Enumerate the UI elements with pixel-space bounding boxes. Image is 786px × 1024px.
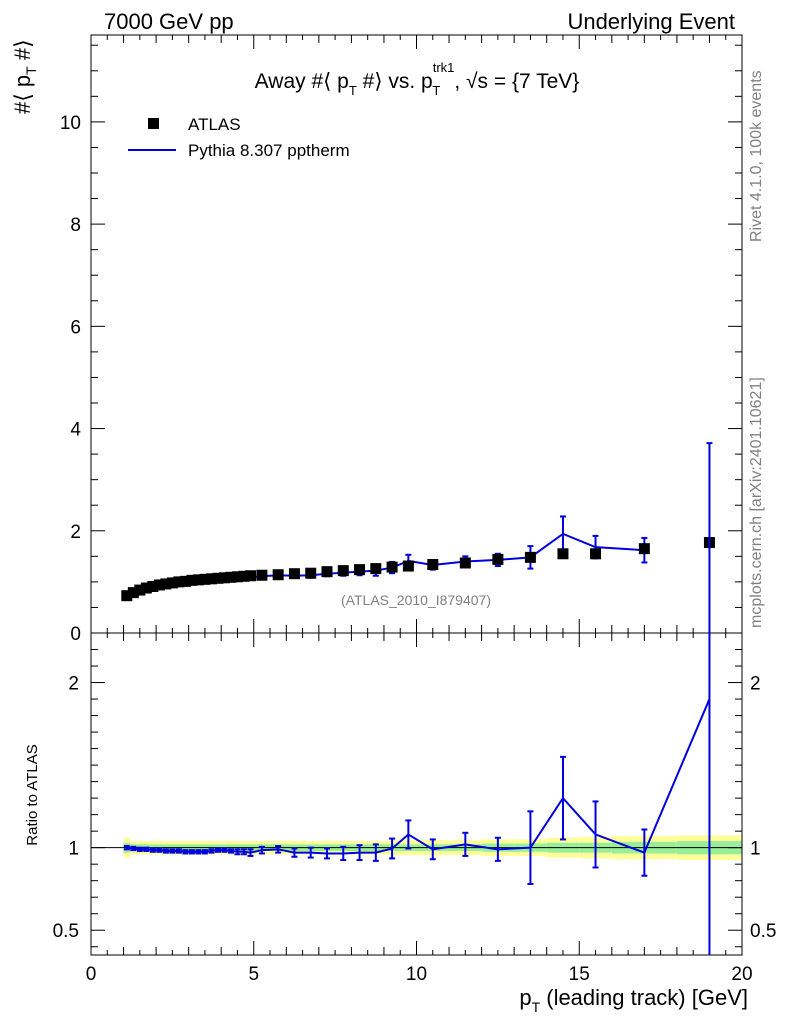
atlas-marker bbox=[160, 578, 172, 590]
x-tick-label: 15 bbox=[569, 964, 590, 985]
atlas-marker bbox=[147, 580, 159, 592]
atlas-marker bbox=[638, 543, 650, 555]
atlas-marker bbox=[166, 577, 178, 589]
atlas-marker bbox=[121, 590, 133, 602]
ratio-y-tick-label: 0.5 bbox=[750, 921, 776, 942]
pythia-line bbox=[126, 532, 645, 597]
atlas-marker bbox=[256, 569, 268, 581]
atlas-marker bbox=[402, 560, 414, 572]
atlas-marker bbox=[238, 570, 250, 582]
atlas-marker bbox=[427, 559, 439, 571]
x-tick-label: 5 bbox=[248, 964, 259, 985]
ratio-axis-ticks bbox=[90, 632, 743, 955]
legend-label-atlas: ATLAS bbox=[188, 115, 241, 134]
atlas-marker bbox=[386, 561, 398, 573]
x-tick-label: 10 bbox=[406, 964, 427, 985]
atlas-marker bbox=[305, 567, 317, 579]
main-panel: 0 2 4 6 8 10 Away #⟨ pT #⟩ vs. ptrk1 T, √s = {… bbox=[60, 34, 743, 645]
header-energy: 7000 GeV pp bbox=[104, 9, 234, 34]
atlas-marker bbox=[557, 548, 569, 560]
ratio-panel: 0.512 0.512 0 5 10 15 20 Ratio to ATLAS bbox=[24, 442, 776, 985]
ratio-line bbox=[126, 698, 711, 855]
rivet-label: Rivet 4.1.0, 100k events bbox=[748, 70, 765, 242]
ratio-y-tick-labels-left: 0.5 1 2 bbox=[53, 674, 79, 943]
y-tick-label: 8 bbox=[70, 215, 81, 236]
ratio-plot-frame bbox=[90, 632, 743, 956]
ratio-y-tick-label: 1 bbox=[750, 839, 761, 860]
atlas-marker bbox=[370, 563, 382, 575]
ratio-error-bars bbox=[123, 442, 713, 955]
legend-marker-atlas bbox=[148, 118, 159, 129]
atlas-marker bbox=[173, 576, 185, 588]
atlas-marker bbox=[590, 548, 602, 560]
atlas-marker bbox=[231, 571, 243, 583]
atlas-marker bbox=[337, 565, 349, 577]
mcplots-label: mcplots.cern.ch [arXiv:2401.10621] bbox=[748, 377, 765, 628]
atlas-marker bbox=[218, 572, 230, 584]
y-tick-label: 4 bbox=[70, 420, 81, 441]
atlas-marker bbox=[492, 553, 504, 565]
y-tick-label: 10 bbox=[60, 113, 81, 134]
x-tick-labels: 0 5 10 15 20 bbox=[86, 964, 753, 985]
svg-text:#⟨ pT #⟩: #⟨ pT #⟩ bbox=[10, 39, 39, 114]
y-tick-label: 2 bbox=[70, 522, 81, 543]
atlas-marker bbox=[321, 566, 333, 578]
x-tick-label: 20 bbox=[731, 964, 752, 985]
x-tick-label: 0 bbox=[86, 964, 97, 985]
atlas-markers bbox=[121, 537, 715, 602]
atlas-marker bbox=[153, 579, 165, 591]
atlas-marker bbox=[199, 573, 211, 585]
main-y-axis-label: #⟨ pT #⟩ bbox=[10, 39, 39, 114]
y-tick-label: 0 bbox=[70, 624, 81, 645]
main-y-tick-labels: 0 2 4 6 8 10 bbox=[60, 113, 82, 645]
legend-label-pythia: Pythia 8.307 pptherm bbox=[188, 141, 350, 160]
atlas-marker bbox=[192, 574, 204, 586]
ratio-y-tick-label: 2 bbox=[750, 674, 761, 695]
ratio-y-axis-label: Ratio to ATLAS bbox=[24, 744, 41, 845]
plot-title: Away #⟨ pT #⟩ vs. ptrk1 T, √s = {7 TeV} bbox=[255, 60, 580, 98]
ratio-y-tick-label: 0.5 bbox=[53, 921, 79, 942]
atlas-marker bbox=[127, 587, 139, 599]
ratio-y-tick-labels-right: 0.5 1 2 bbox=[750, 674, 776, 943]
atlas-marker bbox=[225, 571, 237, 583]
atlas-marker bbox=[354, 564, 366, 576]
ratio-y-tick-label: 2 bbox=[68, 674, 79, 695]
atlas-marker bbox=[140, 582, 152, 594]
x-axis-label: pT (leading track) [GeV] bbox=[519, 985, 748, 1015]
analysis-watermark: (ATLAS_2010_I879407) bbox=[341, 592, 491, 608]
atlas-marker bbox=[134, 584, 146, 596]
atlas-marker bbox=[186, 574, 198, 586]
atlas-marker bbox=[179, 575, 191, 587]
atlas-marker bbox=[459, 557, 471, 569]
atlas-marker bbox=[205, 573, 217, 585]
header-analysis: Underlying Event bbox=[567, 9, 735, 34]
ratio-y-tick-label: 1 bbox=[68, 839, 79, 860]
atlas-marker bbox=[524, 551, 536, 563]
y-tick-label: 6 bbox=[70, 317, 81, 338]
atlas-marker bbox=[212, 572, 224, 584]
atlas-marker bbox=[244, 570, 256, 582]
atlas-marker bbox=[288, 568, 300, 580]
legend: ATLAS Pythia 8.307 pptherm bbox=[128, 115, 350, 160]
atlas-marker bbox=[272, 569, 284, 581]
